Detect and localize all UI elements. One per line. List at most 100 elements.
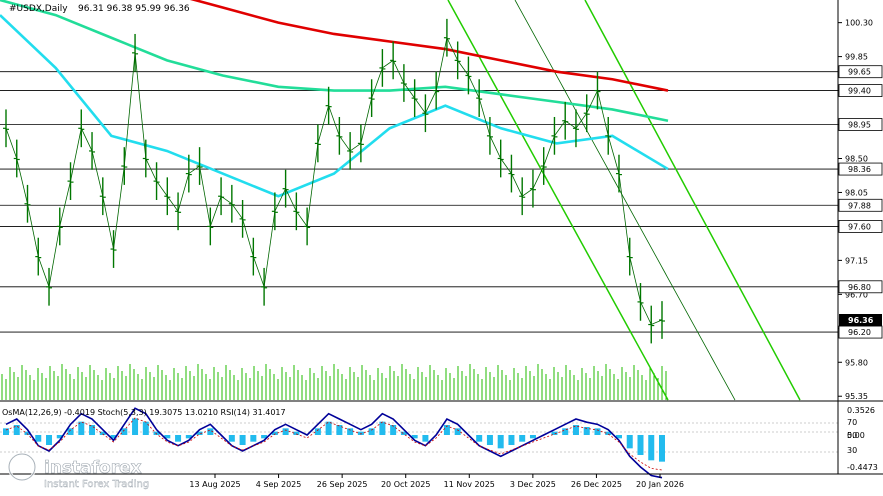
chart-symbol-label: #USDX,Daily [9, 4, 68, 14]
osc-level-label: 50 [847, 431, 857, 440]
osma-bar [99, 431, 106, 435]
osma-bar [110, 435, 117, 439]
level-label: 99.65 [848, 68, 871, 77]
level-label-box [838, 162, 883, 176]
osc-level-label: 30 [847, 446, 857, 455]
price-tick-label: 98.05 [845, 188, 868, 197]
price-tick-label: 97.15 [845, 256, 868, 265]
watermark-brand: instaforex [44, 458, 142, 478]
rsi-line [5, 417, 663, 471]
osma-bar [454, 428, 461, 435]
osma-bar [293, 431, 300, 435]
osma-bar [282, 428, 289, 435]
osma-bar [583, 427, 590, 435]
osma-bar [314, 428, 321, 435]
osma-bar [347, 428, 354, 435]
osma-bar [239, 435, 246, 445]
osma-bar [615, 435, 622, 439]
current-price-label: 96.36 [848, 316, 874, 325]
moving-average-line [0, 0, 669, 123]
osma-bar [368, 428, 375, 435]
price-tick-label: 95.35 [845, 392, 868, 401]
osma-bar [207, 428, 214, 435]
chart-ohlc-label: 96.31 96.38 95.99 96.36 [78, 4, 190, 14]
level-label-box [838, 118, 883, 131]
osma-bar [271, 431, 278, 435]
osma-bar [626, 435, 633, 449]
watermark-tagline: Instant Forex Trading [44, 479, 149, 490]
osma-bar [175, 435, 182, 442]
osma-bar [519, 435, 526, 442]
time-tick-label: 13 Aug 2025 [189, 480, 240, 489]
osma-bar [56, 435, 63, 439]
osma-bar [121, 428, 128, 435]
osma-bar [67, 428, 74, 435]
level-label: 98.95 [848, 121, 871, 130]
level-label-box [838, 84, 883, 97]
time-tick-label: 26 Sep 2025 [317, 480, 368, 489]
osma-bar [336, 425, 343, 435]
moving-average-line [0, 14, 669, 198]
price-tick-label: 99.85 [845, 53, 868, 62]
osma-bar [164, 435, 171, 439]
osma-bar [185, 435, 192, 439]
price-line [5, 36, 663, 326]
osma-bar [476, 435, 483, 442]
oscillator-label: OsMA(12,26,9) -0.4019 Stoch(5,3,3) 19.30… [2, 408, 286, 417]
level-label-box [838, 198, 883, 212]
osma-bar [379, 421, 386, 435]
osma-bar [13, 425, 20, 435]
osma-bar [89, 425, 96, 435]
osma-bar [325, 421, 332, 435]
osma-bar [3, 428, 9, 435]
osma-bar [637, 435, 644, 455]
level-label: 97.88 [848, 201, 871, 210]
trend-channel-line [584, 0, 801, 401]
osc-scale-bottom: -0.4473 [847, 463, 878, 472]
current-price-box [839, 314, 882, 326]
osma-bar [35, 435, 42, 442]
osma-bar [132, 418, 139, 435]
osma-bar [648, 435, 655, 461]
osma-bar [261, 435, 268, 439]
level-label: 96.20 [848, 328, 871, 337]
price-tick-label: 95.80 [845, 358, 868, 367]
osma-bar [411, 435, 418, 439]
osma-bar [497, 435, 504, 449]
level-label: 98.36 [848, 165, 871, 174]
trend-line [514, 0, 736, 401]
time-tick-label: 20 Oct 2025 [381, 480, 430, 489]
osma-bar [228, 435, 235, 442]
level-label: 99.40 [848, 87, 871, 96]
time-tick-label: 11 Nov 2025 [444, 480, 495, 489]
osma-bar [46, 435, 53, 445]
osma-bar [24, 431, 31, 435]
osma-bar [422, 435, 429, 442]
osma-bar [562, 428, 569, 435]
osma-bar [196, 431, 203, 435]
time-tick-label: 3 Dec 2025 [510, 480, 556, 489]
time-tick-label: 4 Sep 2025 [256, 480, 302, 489]
trend-channel-line [447, 0, 669, 401]
time-tick-label: 26 Dec 2025 [571, 480, 622, 489]
osma-bar [357, 431, 364, 435]
level-label: 96.80 [848, 283, 871, 292]
osma-bar [508, 435, 515, 445]
osc-scale-zero: 0.00 [847, 431, 865, 440]
stoch-line [5, 407, 663, 479]
osma-bar [443, 425, 450, 435]
osma-bar [572, 425, 579, 435]
osma-bar [153, 431, 160, 435]
instaforex-logo: instaforex Instant Forex Trading [7, 452, 149, 490]
osma-bar [486, 435, 493, 445]
osma-bar [390, 425, 397, 435]
osma-bar [605, 431, 612, 435]
osma-bar [250, 435, 257, 442]
time-tick-label: 20 Jan 2026 [636, 480, 684, 489]
price-tick-label: 96.70 [845, 290, 868, 299]
price-tick-label: 98.50 [845, 154, 868, 163]
level-label-box [838, 280, 883, 294]
level-label: 97.60 [848, 222, 871, 231]
